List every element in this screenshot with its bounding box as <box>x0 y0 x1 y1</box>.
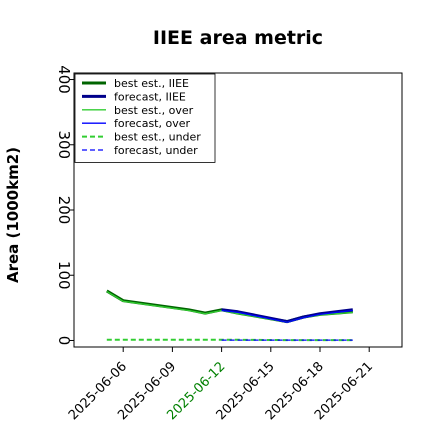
y-tick-label: 100 <box>55 261 73 290</box>
y-tick-label: 400 <box>55 65 73 94</box>
legend-label: forecast, under <box>114 144 198 157</box>
chart-title: IIEE area metric <box>153 27 323 49</box>
series-line <box>221 309 353 323</box>
legend-box <box>74 73 216 163</box>
y-axis-label: Area (1000km2) <box>4 147 22 283</box>
legend-label: forecast, over <box>114 117 190 130</box>
y-tick-label: 0 <box>55 336 73 346</box>
series-line <box>106 290 353 323</box>
legend-label: best est., IIEE <box>114 77 189 90</box>
legend-label: best est., under <box>114 131 201 144</box>
y-tick-label: 200 <box>55 196 73 225</box>
legend-label: best est., over <box>114 104 194 117</box>
legend-label: forecast, IIEE <box>114 90 186 103</box>
y-tick-label: 300 <box>55 130 73 159</box>
